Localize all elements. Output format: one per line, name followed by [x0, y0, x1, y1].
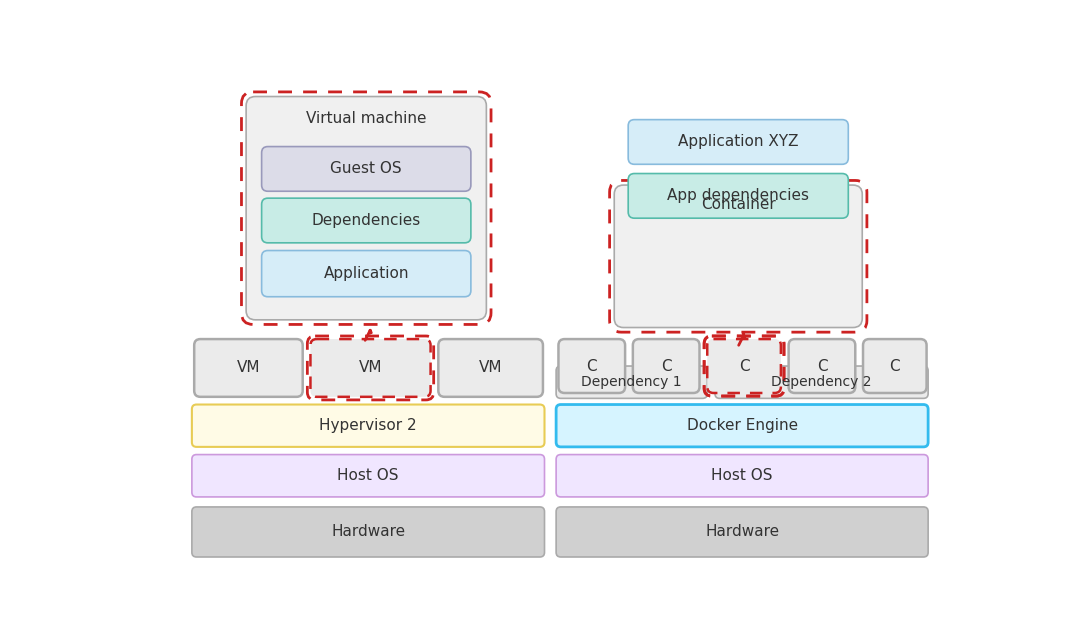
Text: Dependencies: Dependencies [311, 213, 421, 228]
FancyBboxPatch shape [614, 185, 862, 328]
Text: Dependency 2: Dependency 2 [771, 375, 872, 389]
Text: Container: Container [701, 197, 776, 212]
Text: Hardware: Hardware [705, 524, 779, 540]
FancyBboxPatch shape [310, 339, 430, 397]
Text: Hypervisor 2: Hypervisor 2 [319, 418, 417, 433]
Text: C: C [661, 359, 672, 374]
FancyBboxPatch shape [192, 507, 545, 557]
Text: Host OS: Host OS [337, 468, 399, 483]
FancyBboxPatch shape [262, 251, 471, 297]
Text: VM: VM [479, 361, 503, 375]
Text: VM: VM [358, 361, 382, 375]
Text: Hardware: Hardware [331, 524, 406, 540]
FancyBboxPatch shape [194, 339, 303, 397]
FancyBboxPatch shape [556, 404, 928, 447]
FancyBboxPatch shape [439, 339, 542, 397]
FancyBboxPatch shape [192, 455, 545, 497]
FancyBboxPatch shape [632, 339, 700, 393]
FancyBboxPatch shape [628, 120, 849, 164]
Text: Dependency 1: Dependency 1 [581, 375, 682, 389]
FancyBboxPatch shape [262, 198, 471, 243]
FancyBboxPatch shape [707, 339, 781, 393]
FancyBboxPatch shape [192, 404, 545, 447]
Text: Virtual machine: Virtual machine [306, 111, 427, 126]
FancyBboxPatch shape [262, 147, 471, 191]
Text: C: C [586, 359, 597, 374]
FancyBboxPatch shape [863, 339, 927, 393]
FancyBboxPatch shape [628, 173, 849, 218]
FancyBboxPatch shape [789, 339, 855, 393]
Text: Application XYZ: Application XYZ [678, 135, 798, 149]
Text: VM: VM [236, 361, 260, 375]
Text: Docker Engine: Docker Engine [687, 418, 798, 433]
Text: C: C [738, 359, 749, 374]
FancyBboxPatch shape [556, 507, 928, 557]
FancyBboxPatch shape [556, 366, 707, 399]
FancyBboxPatch shape [556, 455, 928, 497]
FancyBboxPatch shape [246, 97, 487, 320]
Text: C: C [816, 359, 827, 374]
Text: C: C [889, 359, 900, 374]
Text: Guest OS: Guest OS [331, 162, 402, 176]
Text: Host OS: Host OS [712, 468, 773, 483]
Text: Application: Application [323, 266, 409, 281]
FancyBboxPatch shape [715, 366, 928, 399]
Text: App dependencies: App dependencies [668, 188, 809, 204]
FancyBboxPatch shape [559, 339, 625, 393]
